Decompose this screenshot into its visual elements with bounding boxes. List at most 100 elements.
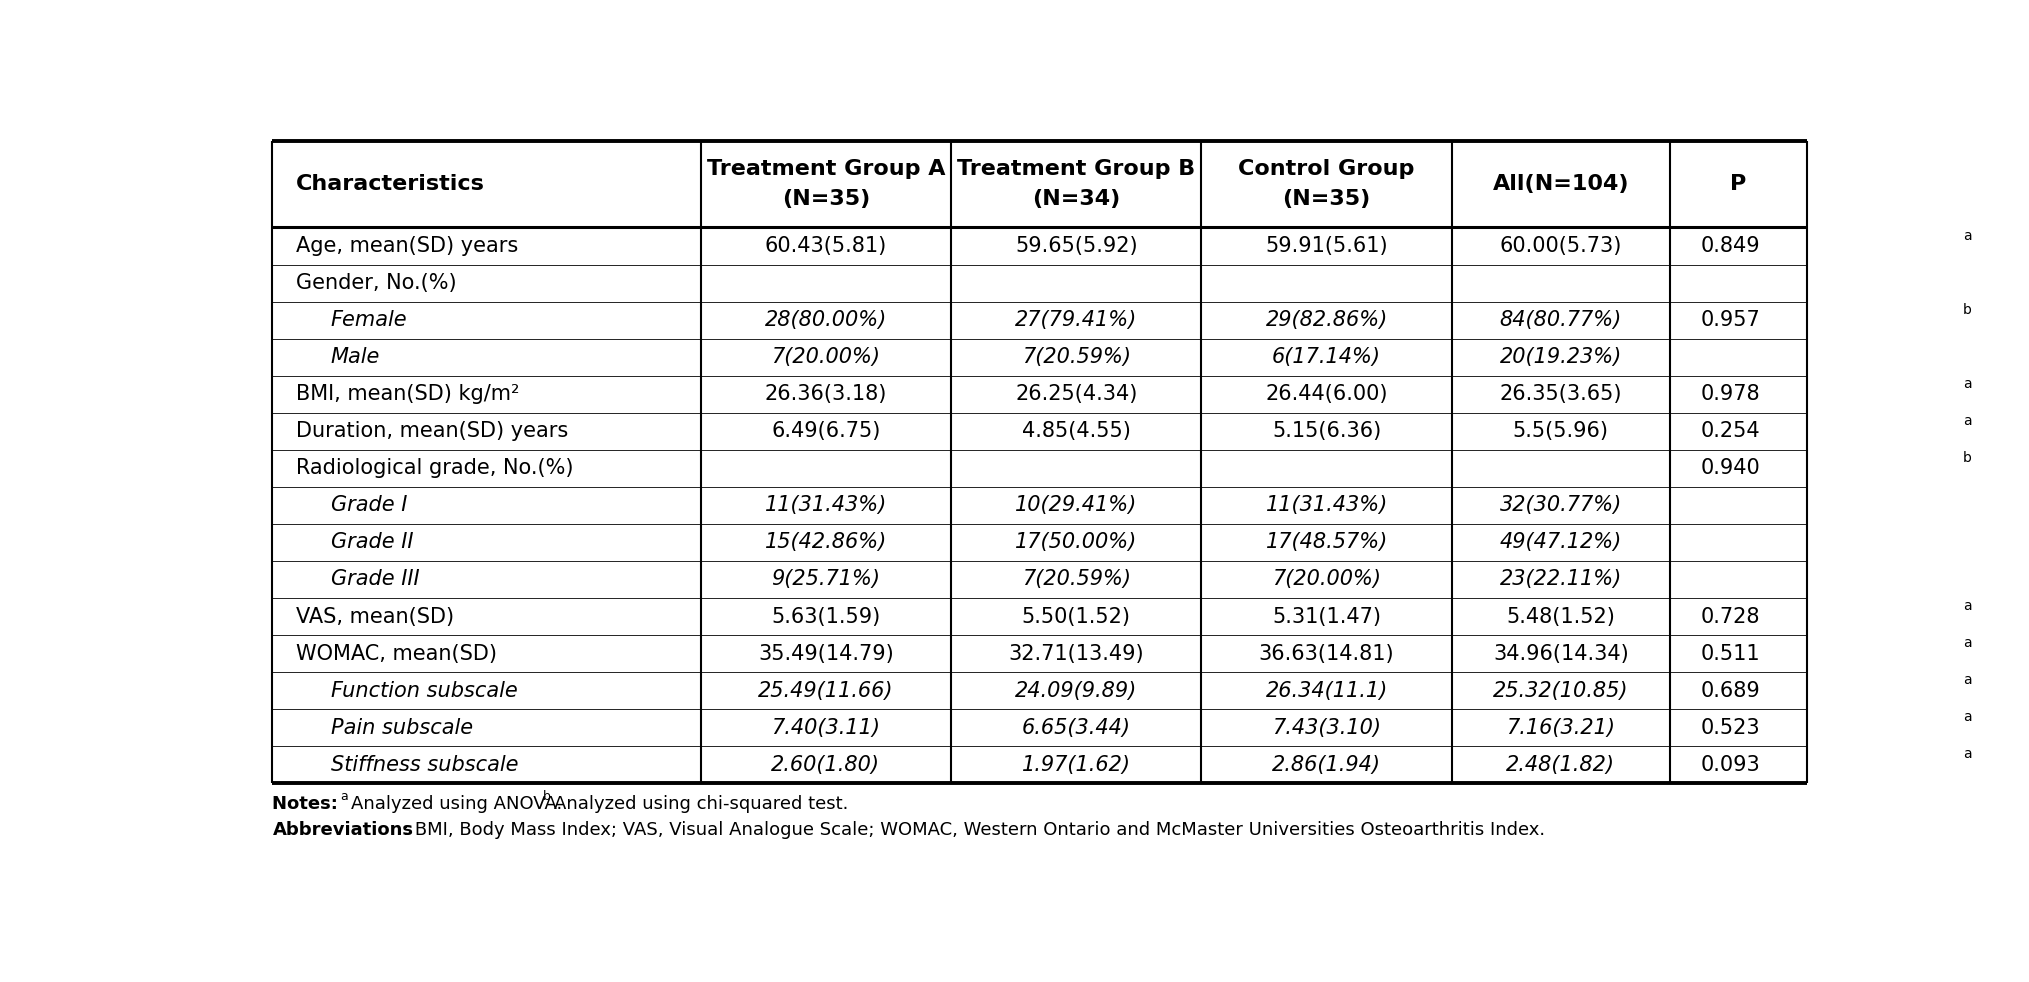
Text: 0.940: 0.940 (1700, 459, 1761, 478)
Text: 7(20.59%): 7(20.59%) (1023, 348, 1130, 367)
Text: a: a (1962, 636, 1972, 650)
Text: 11(31.43%): 11(31.43%) (1266, 495, 1388, 516)
Text: 6.65(3.44): 6.65(3.44) (1023, 718, 1130, 737)
Text: 26.25(4.34): 26.25(4.34) (1014, 384, 1138, 405)
Text: Treatment Group B: Treatment Group B (958, 159, 1195, 180)
Text: Gender, No.(%): Gender, No.(%) (296, 273, 457, 293)
Text: b: b (1962, 302, 1972, 317)
Text: a: a (1962, 229, 1972, 243)
Text: 29(82.86%): 29(82.86%) (1266, 310, 1388, 330)
Text: 17(48.57%): 17(48.57%) (1266, 532, 1388, 553)
Text: 24.09(9.89): 24.09(9.89) (1014, 681, 1138, 700)
Text: (N=34): (N=34) (1033, 189, 1120, 209)
Text: 0.978: 0.978 (1700, 384, 1761, 405)
Text: 10(29.41%): 10(29.41%) (1014, 495, 1138, 516)
Text: Grade II: Grade II (331, 532, 414, 553)
Text: Abbreviations: Abbreviations (272, 821, 414, 840)
Text: BMI, mean(SD) kg/m²: BMI, mean(SD) kg/m² (296, 384, 519, 405)
Text: 6.49(6.75): 6.49(6.75) (771, 421, 881, 441)
Text: a: a (1962, 413, 1972, 428)
Text: Duration, mean(SD) years: Duration, mean(SD) years (296, 421, 568, 441)
Text: Grade I: Grade I (331, 495, 408, 516)
Text: 0.254: 0.254 (1700, 421, 1761, 441)
Text: 23(22.11%): 23(22.11%) (1499, 570, 1621, 589)
Text: a: a (1962, 377, 1972, 391)
Text: All(N=104): All(N=104) (1493, 174, 1629, 194)
Text: Male: Male (331, 348, 379, 367)
Text: 0.689: 0.689 (1700, 681, 1761, 700)
Text: 28(80.00%): 28(80.00%) (765, 310, 887, 330)
Text: 84(80.77%): 84(80.77%) (1499, 310, 1621, 330)
Text: Pain subscale: Pain subscale (331, 718, 473, 737)
Text: Characteristics: Characteristics (296, 174, 485, 194)
Text: 27(79.41%): 27(79.41%) (1014, 310, 1138, 330)
Text: (N=35): (N=35) (781, 189, 870, 209)
Text: a: a (1962, 710, 1972, 725)
Text: 2.86(1.94): 2.86(1.94) (1272, 755, 1382, 775)
Text: 7.16(3.21): 7.16(3.21) (1506, 718, 1615, 737)
Text: (N=35): (N=35) (1282, 189, 1372, 209)
Text: 0.728: 0.728 (1700, 607, 1761, 627)
Text: 0.523: 0.523 (1700, 718, 1761, 737)
Text: a: a (1962, 599, 1972, 613)
Text: 0.957: 0.957 (1700, 310, 1761, 330)
Text: 36.63(14.81): 36.63(14.81) (1258, 643, 1394, 664)
Text: Radiological grade, No.(%): Radiological grade, No.(%) (296, 459, 574, 478)
Text: a: a (1962, 674, 1972, 687)
Text: 25.49(11.66): 25.49(11.66) (759, 681, 893, 700)
Text: 5.5(5.96): 5.5(5.96) (1514, 421, 1609, 441)
Text: 17(50.00%): 17(50.00%) (1014, 532, 1138, 553)
Text: Female: Female (331, 310, 408, 330)
Text: 5.15(6.36): 5.15(6.36) (1272, 421, 1382, 441)
Text: 15(42.86%): 15(42.86%) (765, 532, 887, 553)
Text: 4.85(4.55): 4.85(4.55) (1023, 421, 1130, 441)
Text: 5.63(1.59): 5.63(1.59) (771, 607, 881, 627)
Text: 0.093: 0.093 (1700, 755, 1761, 775)
Text: Analyzed using chi-squared test.: Analyzed using chi-squared test. (554, 795, 848, 813)
Text: Stiffness subscale: Stiffness subscale (331, 755, 517, 775)
Text: 5.31(1.47): 5.31(1.47) (1272, 607, 1382, 627)
Text: b: b (544, 791, 550, 803)
Text: : BMI, Body Mass Index; VAS, Visual Analogue Scale; WOMAC, Western Ontario and M: : BMI, Body Mass Index; VAS, Visual Anal… (404, 821, 1546, 840)
Text: 20(19.23%): 20(19.23%) (1499, 348, 1621, 367)
Text: 0.511: 0.511 (1700, 643, 1761, 664)
Text: 59.91(5.61): 59.91(5.61) (1266, 236, 1388, 256)
Text: a: a (1962, 747, 1972, 761)
Text: Grade III: Grade III (331, 570, 420, 589)
Text: Age, mean(SD) years: Age, mean(SD) years (296, 236, 517, 256)
Text: 7.43(3.10): 7.43(3.10) (1272, 718, 1382, 737)
Text: 5.48(1.52): 5.48(1.52) (1506, 607, 1615, 627)
Text: 7.40(3.11): 7.40(3.11) (771, 718, 881, 737)
Text: WOMAC, mean(SD): WOMAC, mean(SD) (296, 643, 497, 664)
Text: 2.48(1.82): 2.48(1.82) (1506, 755, 1615, 775)
Text: Notes:: Notes: (272, 795, 345, 813)
Text: 11(31.43%): 11(31.43%) (765, 495, 887, 516)
Text: VAS, mean(SD): VAS, mean(SD) (296, 607, 454, 627)
Text: 35.49(14.79): 35.49(14.79) (759, 643, 893, 664)
Text: 49(47.12%): 49(47.12%) (1499, 532, 1621, 553)
Text: a: a (341, 791, 347, 803)
Text: 60.00(5.73): 60.00(5.73) (1499, 236, 1621, 256)
Text: 26.35(3.65): 26.35(3.65) (1499, 384, 1621, 405)
Text: Treatment Group A: Treatment Group A (706, 159, 946, 180)
Text: Analyzed using ANOVA.: Analyzed using ANOVA. (351, 795, 568, 813)
Text: 2.60(1.80): 2.60(1.80) (771, 755, 881, 775)
Text: 7(20.59%): 7(20.59%) (1023, 570, 1130, 589)
Text: 7(20.00%): 7(20.00%) (1272, 570, 1382, 589)
Text: Control Group: Control Group (1238, 159, 1414, 180)
Text: 26.34(11.1): 26.34(11.1) (1266, 681, 1388, 700)
Text: 6(17.14%): 6(17.14%) (1272, 348, 1382, 367)
Text: 9(25.71%): 9(25.71%) (771, 570, 881, 589)
Text: 0.849: 0.849 (1700, 236, 1761, 256)
Text: 32.71(13.49): 32.71(13.49) (1008, 643, 1144, 664)
Text: 34.96(14.34): 34.96(14.34) (1493, 643, 1629, 664)
Text: 26.36(3.18): 26.36(3.18) (765, 384, 887, 405)
Text: 60.43(5.81): 60.43(5.81) (765, 236, 887, 256)
Text: 25.32(10.85): 25.32(10.85) (1493, 681, 1629, 700)
Text: 5.50(1.52): 5.50(1.52) (1023, 607, 1130, 627)
Text: Function subscale: Function subscale (331, 681, 517, 700)
Text: 26.44(6.00): 26.44(6.00) (1266, 384, 1388, 405)
Text: 1.97(1.62): 1.97(1.62) (1023, 755, 1130, 775)
Text: b: b (1962, 451, 1972, 464)
Text: 32(30.77%): 32(30.77%) (1499, 495, 1621, 516)
